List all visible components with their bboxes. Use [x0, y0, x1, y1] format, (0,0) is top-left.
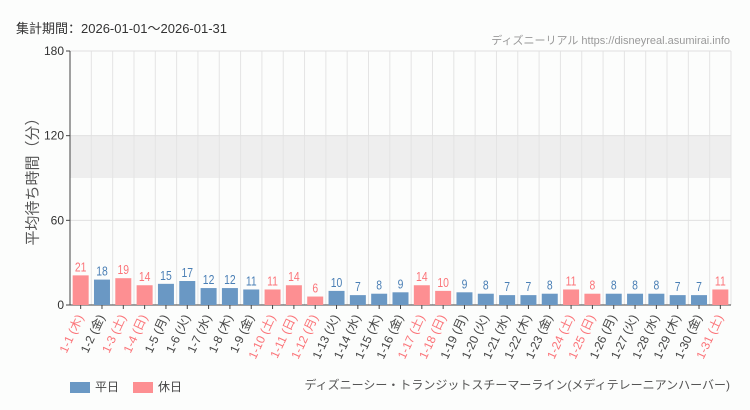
data-label: 18	[96, 265, 108, 279]
bar	[307, 296, 324, 305]
bar	[520, 295, 537, 305]
data-label: 10	[331, 276, 343, 290]
data-label: 7	[696, 280, 702, 294]
data-label: 11	[246, 274, 257, 288]
y-tick-label: 180	[44, 44, 64, 58]
legend-weekday-swatch	[70, 382, 90, 394]
data-label: 19	[118, 263, 130, 277]
legend-holiday: 休日	[133, 378, 182, 395]
bar	[648, 293, 665, 305]
bar	[328, 290, 345, 305]
bar	[605, 293, 622, 305]
data-label: 8	[547, 279, 553, 293]
attraction-name: ディズニーシー・トランジットスチーマーライン(メディテレーニアンハーバー)	[304, 378, 730, 392]
site-credit: ディズニーリアル https://disneyreal.asumirai.inf…	[491, 35, 730, 47]
bar	[477, 293, 494, 305]
legend: 平日 休日	[70, 378, 182, 395]
bar	[435, 290, 452, 305]
bar	[456, 292, 473, 305]
legend-holiday-swatch	[133, 382, 154, 394]
y-tick-label: 60	[51, 213, 65, 227]
bar	[264, 289, 281, 305]
data-label: 8	[590, 279, 596, 293]
data-label: 7	[355, 280, 361, 294]
bar	[392, 292, 409, 305]
bar	[691, 295, 708, 305]
y-tick-label: 120	[44, 129, 64, 143]
bar	[285, 285, 302, 305]
data-label: 7	[526, 280, 532, 294]
y-axis-label: 平均待ち時間（分）	[24, 110, 42, 246]
data-label: 7	[504, 280, 510, 294]
bar	[115, 278, 132, 305]
bar	[157, 283, 174, 305]
data-label: 15	[160, 269, 172, 283]
bar	[669, 295, 686, 305]
bar	[584, 293, 601, 305]
data-label: 8	[376, 279, 382, 293]
bar	[179, 281, 196, 305]
data-label: 7	[675, 280, 681, 294]
bar	[349, 295, 366, 305]
bar	[200, 288, 217, 305]
bar	[541, 293, 558, 305]
bar	[243, 289, 260, 305]
period-label: 集計期間：2026-01-01～2026-01-31	[16, 21, 227, 36]
data-label: 11	[715, 274, 726, 288]
data-label: 12	[224, 273, 236, 287]
data-label: 17	[181, 266, 193, 280]
data-label: 6	[312, 281, 318, 295]
data-label: 12	[203, 273, 215, 287]
bar	[563, 289, 580, 305]
legend-weekday: 平日	[70, 378, 119, 395]
highlight-band	[70, 135, 731, 178]
legend-holiday-label: 休日	[158, 380, 183, 394]
data-label: 8	[611, 279, 617, 293]
bar	[712, 289, 729, 305]
bar	[371, 293, 388, 305]
bar	[221, 288, 238, 305]
y-tick-label: 0	[57, 298, 64, 312]
data-label: 9	[462, 277, 468, 291]
bar	[93, 279, 110, 305]
data-label: 10	[437, 276, 449, 290]
data-label: 11	[566, 274, 577, 288]
bar	[627, 293, 644, 305]
data-label: 21	[75, 260, 87, 274]
data-label: 14	[416, 270, 428, 284]
bar	[499, 295, 516, 305]
data-label: 8	[483, 279, 489, 293]
bar	[413, 285, 430, 305]
bar	[72, 275, 89, 305]
data-label: 11	[267, 274, 278, 288]
data-label: 9	[398, 277, 404, 291]
data-label: 14	[288, 270, 300, 284]
data-label: 8	[632, 279, 638, 293]
bar	[136, 285, 153, 305]
data-label: 8	[653, 279, 659, 293]
legend-weekday-label: 平日	[95, 380, 120, 394]
data-label: 14	[139, 270, 151, 284]
